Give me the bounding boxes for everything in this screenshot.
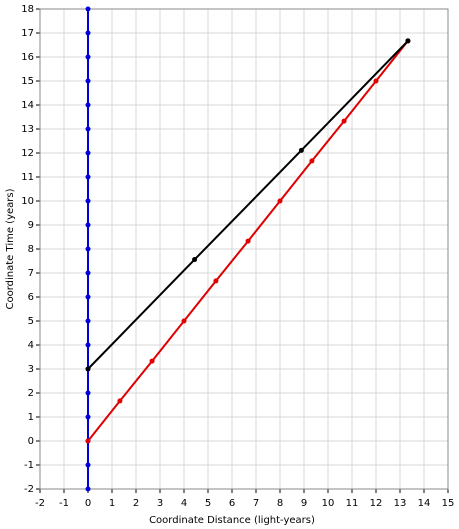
data-point xyxy=(85,438,91,444)
y-tick-label: 18 xyxy=(21,4,34,15)
data-point xyxy=(298,147,304,153)
data-point xyxy=(192,257,198,263)
x-tick-label: -2 xyxy=(35,498,45,509)
y-tick-label: 10 xyxy=(21,196,34,207)
y-tick-label: 13 xyxy=(21,124,34,135)
data-point xyxy=(245,238,251,244)
data-point xyxy=(85,126,91,132)
data-point xyxy=(85,366,91,372)
y-tick-label: 15 xyxy=(21,76,34,87)
y-tick-label: 17 xyxy=(21,28,34,39)
data-point xyxy=(85,390,91,396)
x-tick-label: 14 xyxy=(418,498,431,509)
x-tick-label: 2 xyxy=(133,498,139,509)
x-tick-label: 9 xyxy=(301,498,307,509)
x-axis-label: Coordinate Distance (light-years) xyxy=(149,515,315,526)
x-tick-label: 8 xyxy=(277,498,283,509)
data-point xyxy=(309,158,315,164)
data-point xyxy=(85,78,91,84)
x-tick-label: 0 xyxy=(85,498,91,509)
data-point xyxy=(373,78,379,84)
y-tick-label: 4 xyxy=(28,340,34,351)
x-tick-label: 3 xyxy=(157,498,163,509)
data-point xyxy=(85,342,91,348)
data-point xyxy=(85,270,91,276)
data-point xyxy=(85,6,91,12)
y-tick-label: 1 xyxy=(28,412,34,423)
y-tick-label: 7 xyxy=(28,268,34,279)
series-line xyxy=(87,40,409,370)
y-tick-label: -1 xyxy=(24,460,34,471)
y-tick-label: 0 xyxy=(28,436,34,447)
data-point xyxy=(85,150,91,156)
x-tick-label: 13 xyxy=(394,498,407,509)
data-point xyxy=(85,294,91,300)
y-tick-label: 12 xyxy=(21,148,34,159)
data-point xyxy=(85,462,91,468)
plot-frame xyxy=(39,8,449,490)
data-point xyxy=(181,318,187,324)
data-point xyxy=(85,222,91,228)
y-tick-label: 14 xyxy=(21,100,34,111)
data-point xyxy=(213,278,219,284)
data-point xyxy=(85,414,91,420)
x-tick-label: 12 xyxy=(370,498,383,509)
y-tick-label: 11 xyxy=(21,172,34,183)
x-tick-label: -1 xyxy=(59,498,69,509)
data-point xyxy=(117,398,123,404)
y-tick-label: 2 xyxy=(28,388,34,399)
y-tick-label: 3 xyxy=(28,364,34,375)
x-tick-label: 5 xyxy=(205,498,211,509)
data-point xyxy=(85,54,91,60)
x-tick-label: 4 xyxy=(181,498,187,509)
x-tick-label: 15 xyxy=(442,498,455,509)
x-tick-label: 7 xyxy=(253,498,259,509)
data-point xyxy=(85,246,91,252)
data-point xyxy=(85,486,91,492)
y-tick-label: 16 xyxy=(21,52,34,63)
x-tick-label: 10 xyxy=(322,498,335,509)
y-tick-label: 9 xyxy=(28,220,34,231)
y-tick-label: -2 xyxy=(24,484,34,495)
x-tick-label: 11 xyxy=(346,498,359,509)
data-point xyxy=(85,30,91,36)
x-tick-label: 6 xyxy=(229,498,235,509)
data-point xyxy=(85,102,91,108)
y-tick-label: 8 xyxy=(28,244,34,255)
x-tick-label: 1 xyxy=(109,498,115,509)
data-point xyxy=(149,358,155,364)
data-point xyxy=(341,118,347,124)
data-point xyxy=(85,318,91,324)
y-tick-label: 5 xyxy=(28,316,34,327)
data-point xyxy=(85,198,91,204)
y-tick-label: 6 xyxy=(28,292,34,303)
data-point xyxy=(405,38,411,44)
data-point xyxy=(85,174,91,180)
data-point xyxy=(277,198,283,204)
y-axis-label: Coordinate Time (years) xyxy=(5,188,16,309)
